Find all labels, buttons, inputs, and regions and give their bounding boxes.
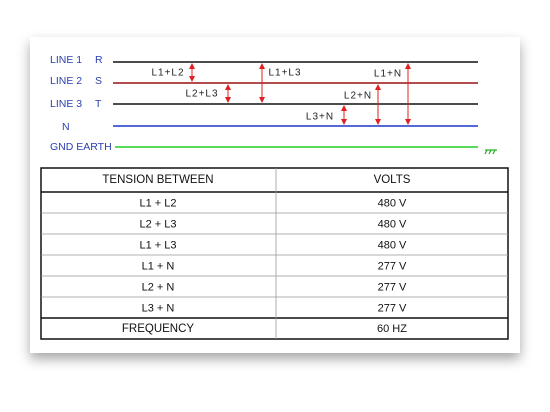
line-label: GND EARTH	[50, 141, 112, 153]
table-cell: 277 V	[378, 281, 407, 293]
arrow-label: L1+L3	[268, 68, 301, 79]
table-header: VOLTS	[374, 174, 411, 186]
line-phase: N	[62, 121, 70, 133]
table: TENSION BETWEEN VOLTS FREQUENCY 60 HZ L1…	[40, 167, 509, 340]
table-cell: 480 V	[378, 239, 407, 251]
line-phase: R	[95, 54, 103, 66]
table-cell: L1 + L3	[139, 239, 176, 251]
table-cell: 480 V	[378, 197, 407, 209]
table-cell: L2 + N	[142, 281, 175, 293]
arrow-label: L1+N	[374, 69, 402, 80]
arrow-label: L2+N	[344, 91, 372, 102]
arrows	[189, 63, 411, 125]
line-phase: T	[95, 98, 102, 110]
line-label: LINE 1	[50, 54, 82, 66]
table-cell: L1 + L2	[139, 197, 176, 209]
table-footer: FREQUENCY	[122, 323, 195, 335]
table-border	[40, 167, 509, 340]
arrow-label: L2+L3	[185, 89, 218, 100]
table-cell: 277 V	[378, 260, 407, 272]
line-label: LINE 3	[50, 98, 82, 110]
table-header: TENSION BETWEEN	[102, 174, 213, 186]
line-label: LINE 2	[50, 75, 82, 87]
line-phase: S	[95, 75, 102, 87]
arrow-label: L3+N	[306, 112, 334, 123]
table-cell: L1 + N	[142, 260, 175, 272]
table-footer: 60 HZ	[377, 323, 407, 335]
table-cell: L2 + L3	[139, 218, 176, 230]
ground-symbol	[484, 149, 497, 155]
table-cell: L3 + N	[142, 302, 175, 314]
card	[30, 37, 520, 353]
table-cell: 480 V	[378, 218, 407, 230]
arrow-label: L1+L2	[151, 68, 184, 79]
table-cell: 277 V	[378, 302, 407, 314]
